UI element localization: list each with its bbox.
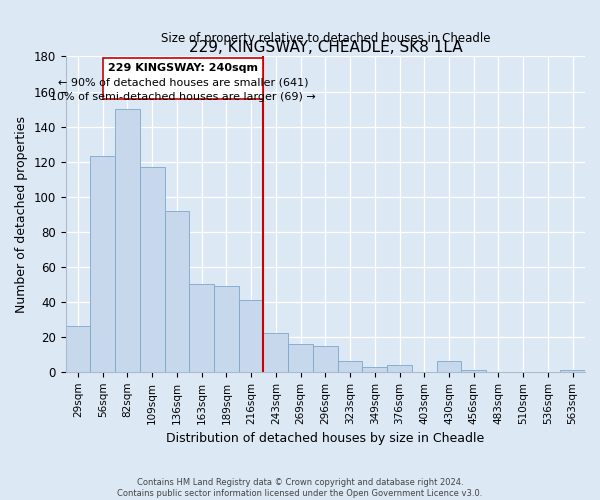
FancyBboxPatch shape	[103, 58, 263, 98]
Bar	[560, 370, 585, 372]
Text: Size of property relative to detached houses in Cheadle: Size of property relative to detached ho…	[161, 32, 490, 46]
Bar	[115, 109, 140, 372]
Bar	[164, 210, 190, 372]
Bar	[190, 284, 214, 372]
Bar	[65, 326, 91, 372]
Bar	[338, 362, 362, 372]
Bar	[461, 370, 486, 372]
Bar	[387, 365, 412, 372]
Text: Contains HM Land Registry data © Crown copyright and database right 2024.
Contai: Contains HM Land Registry data © Crown c…	[118, 478, 482, 498]
Text: ← 90% of detached houses are smaller (641): ← 90% of detached houses are smaller (64…	[58, 78, 308, 88]
Bar	[288, 344, 313, 372]
Text: 10% of semi-detached houses are larger (69) →: 10% of semi-detached houses are larger (…	[50, 92, 316, 102]
Bar	[91, 156, 115, 372]
Bar	[214, 286, 239, 372]
Bar	[313, 346, 338, 372]
Title: 229, KINGSWAY, CHEADLE, SK8 1LA: 229, KINGSWAY, CHEADLE, SK8 1LA	[188, 40, 462, 56]
Bar	[263, 334, 288, 372]
Y-axis label: Number of detached properties: Number of detached properties	[15, 116, 28, 312]
Bar	[437, 362, 461, 372]
Bar	[362, 366, 387, 372]
Text: 229 KINGSWAY: 240sqm: 229 KINGSWAY: 240sqm	[108, 64, 258, 74]
Bar	[140, 167, 164, 372]
Bar	[239, 300, 263, 372]
X-axis label: Distribution of detached houses by size in Cheadle: Distribution of detached houses by size …	[166, 432, 484, 445]
